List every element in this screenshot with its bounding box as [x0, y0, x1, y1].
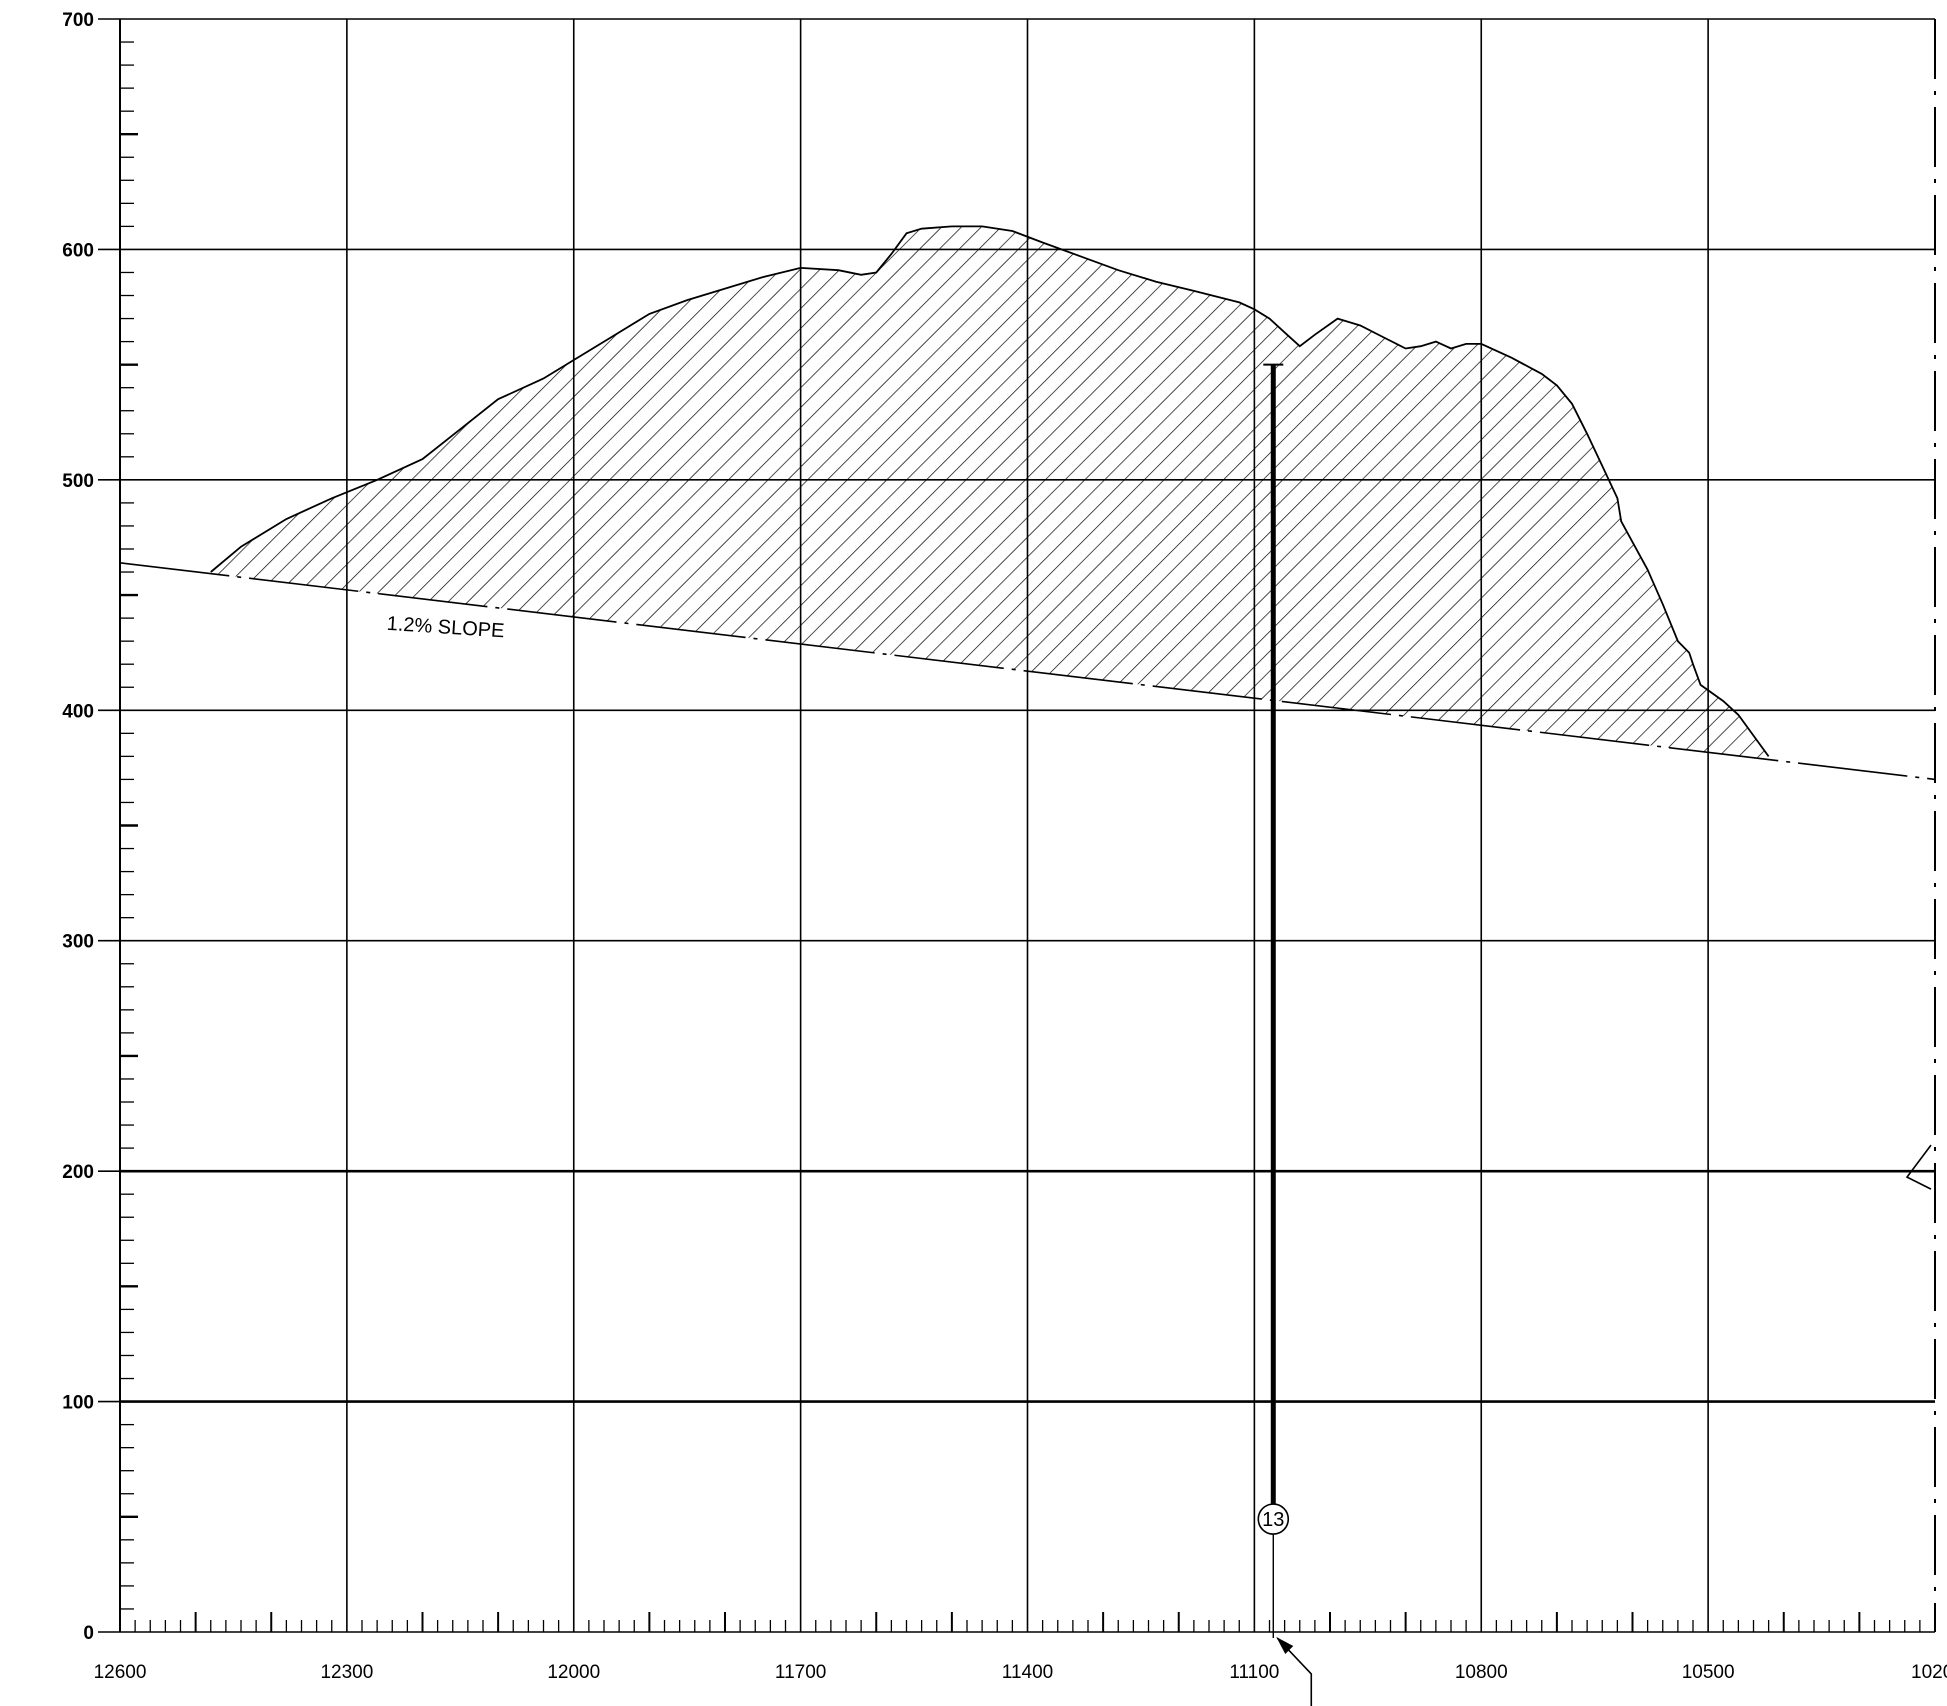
- x-tick-label: 11700: [775, 1662, 826, 1683]
- x-tick-label: 12000: [547, 1662, 600, 1683]
- marker: 13: [1257, 363, 1313, 1706]
- x-tick-label: 11100: [1229, 1662, 1279, 1683]
- x-tick-label: 1020: [1911, 1662, 1947, 1683]
- slope-label: 1.2% SLOPE: [386, 613, 505, 643]
- profile-area: [210, 225, 1770, 760]
- marker-arrowhead: [1276, 1637, 1294, 1654]
- x-tick-label: 10500: [1682, 1662, 1735, 1683]
- y-tick-label: 300: [62, 932, 94, 953]
- x-tick-label: 12600: [94, 1662, 147, 1683]
- minor-ticks: [120, 41, 1921, 1632]
- y-tick-label: 0: [83, 1623, 94, 1644]
- x-tick-label: 10800: [1455, 1662, 1508, 1683]
- x-tick-label: 11400: [1002, 1662, 1053, 1683]
- y-tick-label: 700: [62, 10, 94, 31]
- slope-line-path: [119, 562, 1936, 781]
- y-tick-label: 600: [62, 240, 94, 261]
- y-tick-label: 100: [62, 1393, 94, 1414]
- profile-outline: [210, 225, 1770, 757]
- tick-labels: 0 100 200 300 400 500 600 700 12600 12300 12000 117…: [62, 10, 1947, 1683]
- y-tick-label: 200: [62, 1162, 94, 1183]
- y-tick-label: 500: [62, 471, 94, 492]
- y-tick-label: 400: [62, 701, 94, 722]
- hatched-area: [210, 226, 1769, 760]
- marker-label: 13: [1262, 1509, 1284, 1531]
- x-tick-label: 12300: [320, 1662, 373, 1683]
- break-symbol: [1905, 1144, 1932, 1190]
